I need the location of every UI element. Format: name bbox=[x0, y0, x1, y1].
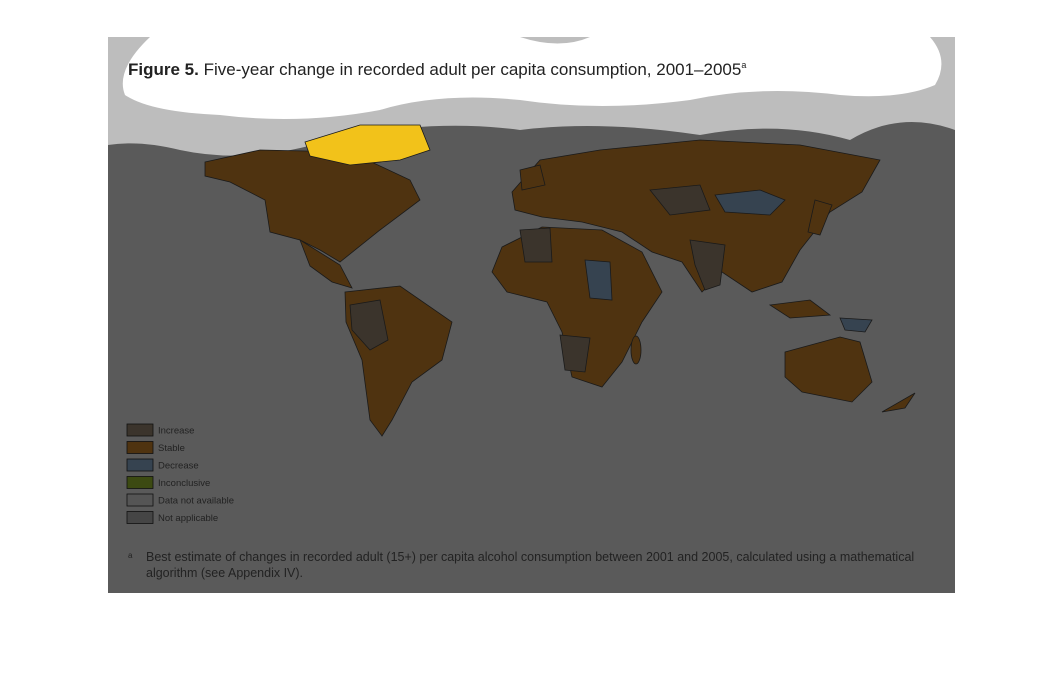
new-zealand bbox=[881, 392, 916, 413]
uk bbox=[519, 164, 546, 191]
legend: Increase Stable Decrease Inconclusive Data n… bbox=[126, 423, 234, 524]
africa bbox=[491, 226, 663, 388]
legend-label: Increase bbox=[158, 426, 194, 437]
japan bbox=[807, 199, 833, 236]
land-masses bbox=[204, 124, 916, 437]
mongolia bbox=[714, 189, 786, 216]
legend-swatch bbox=[126, 423, 154, 437]
cloud bbox=[122, 37, 942, 119]
legend-label: Not applicable bbox=[158, 513, 218, 524]
legend-swatch bbox=[126, 511, 154, 524]
australia bbox=[784, 336, 873, 403]
footnote-text: Best estimate of changes in recorded adu… bbox=[146, 550, 915, 580]
indonesia bbox=[768, 299, 832, 319]
legend-label: Decrease bbox=[158, 461, 199, 472]
legend-swatch bbox=[126, 476, 154, 489]
central-america bbox=[299, 239, 353, 289]
papua bbox=[839, 317, 873, 333]
north-africa-dark bbox=[519, 227, 553, 263]
eurasia bbox=[511, 139, 881, 293]
madagascar bbox=[630, 335, 642, 365]
footnote-marker: a bbox=[128, 551, 133, 560]
legend-label: Data not available bbox=[158, 496, 234, 507]
india bbox=[689, 239, 726, 291]
sudan bbox=[584, 259, 613, 301]
legend-swatch bbox=[126, 441, 154, 454]
central-asia bbox=[649, 184, 711, 216]
figure-title: Figure 5. Five-year change in recorded a… bbox=[128, 60, 746, 79]
southern-africa-dark bbox=[559, 334, 591, 373]
andes-region bbox=[349, 299, 389, 351]
legend-swatch bbox=[126, 493, 154, 507]
legend-label: Inconclusive bbox=[158, 478, 210, 489]
legend-label: Stable bbox=[158, 443, 185, 454]
footnote-box: Best estimate of changes in recorded adu… bbox=[146, 550, 915, 580]
greenland bbox=[304, 124, 431, 166]
legend-swatch bbox=[126, 458, 154, 472]
